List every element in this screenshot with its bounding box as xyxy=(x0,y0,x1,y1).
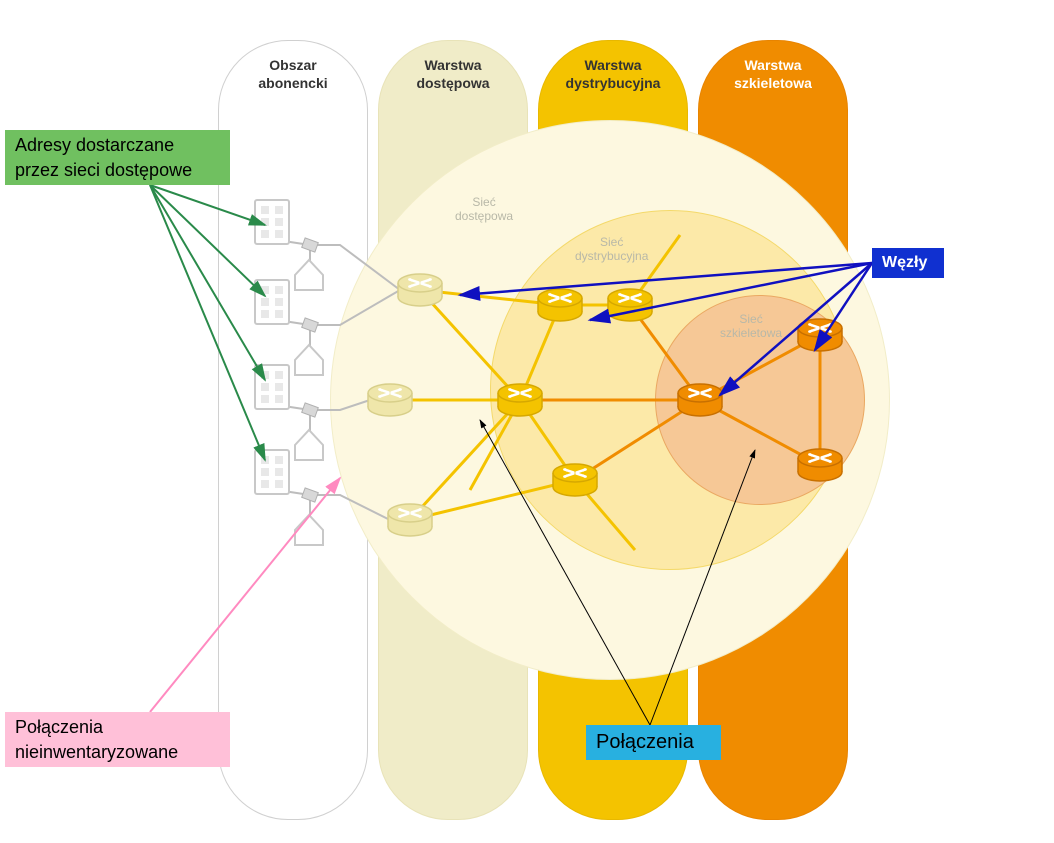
column-header-access: Warstwadostępowa xyxy=(379,56,527,92)
annotation-green_box: Adresy dostarczaneprzez sieci dostępowe xyxy=(5,130,230,185)
annotation-cyan_box: Połączenia xyxy=(586,725,721,760)
column-header-backbone: Warstwaszkieletowa xyxy=(699,56,847,92)
column-header-subscriber: Obszarabonencki xyxy=(219,56,367,92)
net-label-access-net: Siećdostępowa xyxy=(455,195,513,224)
column-header-distribution: Warstwadystrybucyjna xyxy=(539,56,687,92)
annotation-pink_box: Połączenianieinwentaryzowane xyxy=(5,712,230,767)
annotation-blue_box: Węzły xyxy=(872,248,944,278)
net-label-backbone-net: Siećszkieletowa xyxy=(720,312,782,341)
net-label-distribution-net: Siećdystrybucyjna xyxy=(575,235,648,264)
